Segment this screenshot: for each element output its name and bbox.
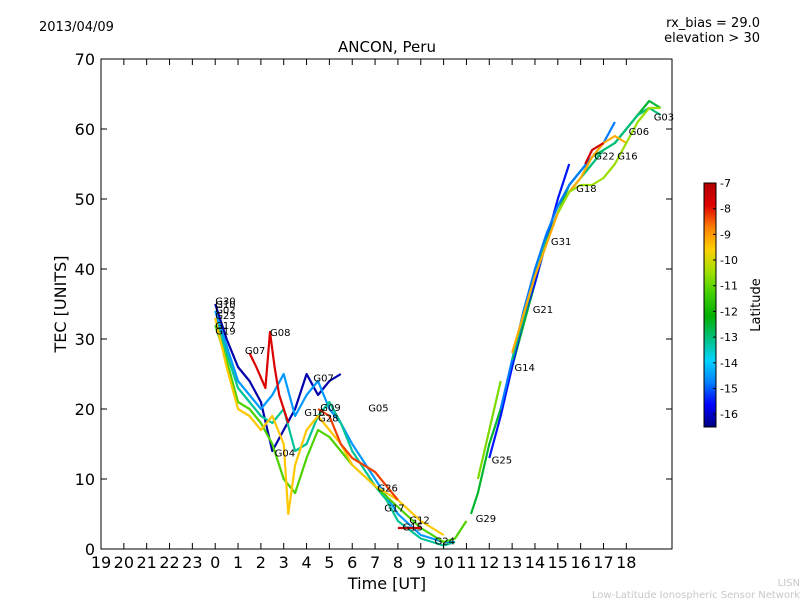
footer-lisn: LISN <box>778 578 800 589</box>
x-tick-label-7: 2 <box>256 553 266 572</box>
x-tick-label-14: 9 <box>416 553 426 572</box>
prn-label-11: G16 <box>304 408 324 419</box>
tec-series-14 <box>556 106 661 214</box>
x-tick-label-23: 18 <box>616 553 636 572</box>
prn-label-22: G21 <box>533 305 553 316</box>
prn-label-9: G09 <box>320 403 340 414</box>
x-tick-label-16: 11 <box>456 553 476 572</box>
tec-series-9 <box>469 99 662 515</box>
x-tick-label-17: 12 <box>479 553 499 572</box>
x-tick-label-12: 7 <box>370 553 380 572</box>
y-tick-label-4: 40 <box>75 260 95 279</box>
y-axis: 0 10 20 30 40 50 60 70 <box>75 50 672 559</box>
x-axis: 19 20 21 22 23 0 1 2 3 4 5 6 7 8 9 10 11 12 13 14 15 16 17 18 <box>91 59 636 572</box>
prn-label-16: G12 <box>409 516 429 527</box>
prn-label-7: G07 <box>245 346 265 357</box>
prn-label-6: G08 <box>270 328 290 339</box>
x-tick-label-15: 10 <box>433 553 453 572</box>
colorbar-tick-label-0: -7 <box>720 177 731 190</box>
x-tick-label-21: 16 <box>570 553 590 572</box>
prn-label-18: G24 <box>435 537 455 548</box>
prn-label-27: G06 <box>629 127 649 138</box>
x-tick-label-4: 23 <box>182 553 202 572</box>
x-tick-label-18: 13 <box>502 553 522 572</box>
prn-label-8: G07 <box>313 374 333 385</box>
x-tick-label-11: 6 <box>347 553 357 572</box>
chart-title: ANCON, Peru <box>338 38 436 56</box>
prn-label-20: G25 <box>492 455 512 466</box>
x-tick-label-9: 4 <box>301 553 311 572</box>
tec-series-12 <box>511 106 662 361</box>
colorbar-tick-label-1: -8 <box>720 203 731 216</box>
prn-label-24: G18 <box>576 184 596 195</box>
x-tick-label-19: 14 <box>525 553 545 572</box>
tec-series-15 <box>584 142 605 165</box>
prn-label-2: G02 <box>215 306 235 317</box>
prn-label-17: G15 <box>403 523 423 534</box>
tec-series-0 <box>214 303 342 453</box>
colorbar-tick-label-5: -12 <box>720 305 738 318</box>
colorbar-tick-label-4: -11 <box>720 280 738 293</box>
prn-label-28: G03 <box>654 112 674 123</box>
prn-label-26: G16 <box>617 152 637 163</box>
x-tick-label-20: 15 <box>548 553 568 572</box>
y-tick-label-6: 60 <box>75 120 95 139</box>
prn-label-14: G26 <box>377 483 397 494</box>
latitude-colorbar: -7 -8 -9 -10 -11 -12 -13 -14 -15 -16 Latitude <box>703 177 764 428</box>
prn-label-1: G10 <box>215 300 235 311</box>
tec-series-4 <box>214 317 445 536</box>
prn-label-13: G04 <box>275 448 295 459</box>
x-tick-label-8: 3 <box>279 553 289 572</box>
x-tick-label-6: 1 <box>233 553 243 572</box>
colorbar-tick-label-7: -14 <box>720 357 738 370</box>
tec-series-8 <box>476 380 502 480</box>
colorbar-tick-label-8: -15 <box>720 382 738 395</box>
colorbar-gradient <box>703 182 717 428</box>
x-axis-label: Time [UT] <box>347 574 426 593</box>
footer-network: Low-Latitude Ionospheric Sensor Network <box>592 590 800 600</box>
tec-series-1 <box>214 310 455 544</box>
date-label: 2013/04/09 <box>39 20 114 35</box>
prn-label-3: G23 <box>215 311 235 322</box>
x-tick-label-22: 17 <box>593 553 613 572</box>
y-tick-label-2: 20 <box>75 400 95 419</box>
x-tick-label-2: 21 <box>137 553 157 572</box>
x-tick-label-3: 22 <box>159 553 179 572</box>
tec-series-13 <box>511 134 627 354</box>
colorbar-tick-label-9: -16 <box>720 408 738 421</box>
prn-label-5: G19 <box>215 327 235 338</box>
tec-series-6 <box>317 408 399 501</box>
plot-frame <box>100 58 673 550</box>
prn-label-0: G30 <box>215 297 235 308</box>
prn-label-23: G31 <box>551 237 571 248</box>
series-layer <box>214 99 662 547</box>
x-tick-label-10: 5 <box>324 553 334 572</box>
prn-label-25: G22 <box>594 152 614 163</box>
y-tick-label-0: 0 <box>85 540 95 559</box>
prn-label-10: G05 <box>368 404 388 415</box>
rx-bias-label: rx_bias = 29.0 <box>666 16 760 31</box>
prn-label-19: G29 <box>476 514 496 525</box>
elevation-label: elevation > 30 <box>664 31 760 46</box>
x-tick-label-1: 20 <box>114 553 134 572</box>
y-tick-label-5: 50 <box>75 190 95 209</box>
colorbar-tick-label-2: -9 <box>720 228 731 241</box>
prn-label-21: G14 <box>514 363 534 374</box>
x-tick-label-13: 8 <box>393 553 403 572</box>
y-tick-label-1: 10 <box>75 470 95 489</box>
prn-label-12: G28 <box>318 413 338 424</box>
tec-series-5 <box>248 330 290 424</box>
y-axis-label: TEC [UNITS] <box>51 256 70 354</box>
colorbar-label: Latitude <box>749 278 764 332</box>
prn-label-15: G17 <box>384 504 404 515</box>
x-tick-label-5: 0 <box>210 553 220 572</box>
x-tick-label-0: 19 <box>91 553 111 572</box>
y-tick-label-7: 70 <box>75 50 95 69</box>
prn-label-4: G17 <box>215 321 235 332</box>
colorbar-tick-label-6: -13 <box>720 331 738 344</box>
y-tick-label-3: 30 <box>75 330 95 349</box>
colorbar-tick-label-3: -10 <box>720 254 738 267</box>
